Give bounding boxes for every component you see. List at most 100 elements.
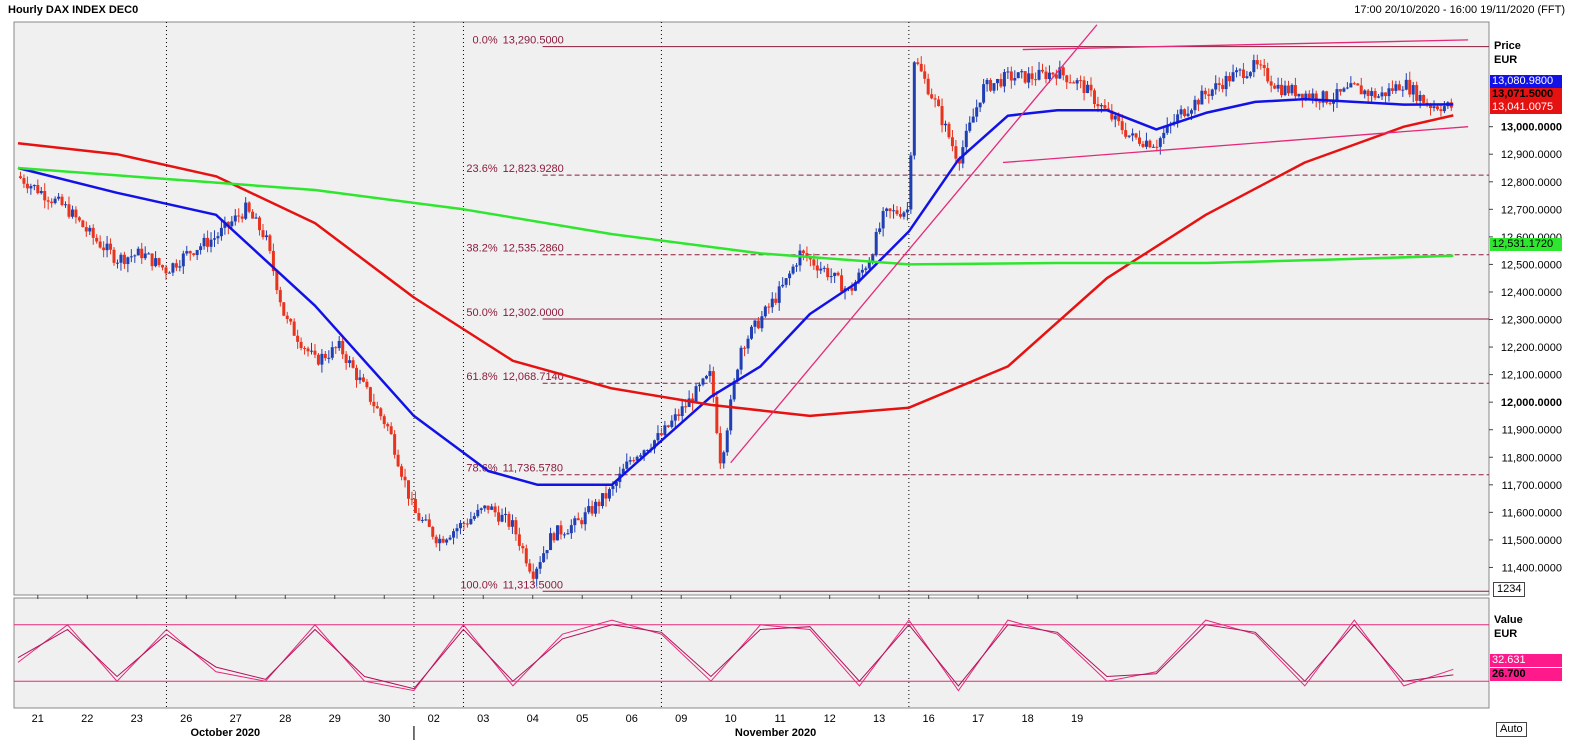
- candle-body: [105, 243, 109, 251]
- candle-body: [1345, 87, 1349, 89]
- fib-value-label: 12,068.7140: [503, 371, 564, 383]
- candle-body: [261, 230, 265, 238]
- candle-body: [1124, 130, 1128, 137]
- candle-body: [455, 528, 459, 532]
- candle-body: [219, 227, 223, 237]
- x-tick-label: 18: [1022, 713, 1034, 725]
- candle-body: [1377, 96, 1381, 98]
- candle-body: [1383, 92, 1387, 97]
- candle-body: [292, 321, 296, 336]
- candle-body: [1248, 72, 1252, 77]
- candle-body: [1387, 88, 1391, 97]
- candle-body: [1034, 79, 1038, 81]
- candle-body: [1363, 90, 1367, 95]
- candle-body: [216, 236, 220, 239]
- candle-body: [327, 357, 331, 359]
- candle-body: [407, 480, 411, 499]
- candle-body: [1110, 110, 1114, 120]
- candle-body: [989, 79, 993, 91]
- candle-body: [867, 262, 871, 269]
- candle-body: [767, 306, 771, 308]
- candle-body: [1332, 100, 1336, 104]
- candle-body: [181, 253, 185, 267]
- candle-body: [864, 268, 868, 270]
- candle-body: [1047, 72, 1051, 79]
- candle-body: [1224, 75, 1228, 90]
- candle-body: [1200, 90, 1204, 105]
- candle-body: [282, 302, 286, 316]
- candle-body: [1276, 84, 1280, 89]
- osc-d-line: [17, 624, 1454, 690]
- candle-body: [1394, 84, 1398, 91]
- candle-body: [535, 568, 539, 579]
- candle-body: [850, 287, 854, 291]
- candle-body: [323, 353, 327, 359]
- green-moving-average: [17, 166, 1454, 266]
- candle-body: [805, 253, 809, 258]
- candle-body: [611, 485, 615, 490]
- candle-body: [483, 505, 487, 509]
- candle-body: [1061, 67, 1065, 76]
- candle-body: [1141, 143, 1145, 147]
- candle-body: [642, 450, 646, 456]
- x-tick-label: 04: [527, 713, 539, 725]
- candle-body: [393, 434, 397, 455]
- candle-body: [763, 306, 767, 317]
- fib-pct-label: 61.8%: [466, 371, 497, 383]
- y-tick-label: 11,600.0000: [1502, 507, 1562, 519]
- candle-body: [70, 209, 74, 217]
- y-tick-label: 11,500.0000: [1502, 535, 1562, 547]
- candle-body: [1273, 85, 1277, 89]
- candle-body: [982, 84, 986, 103]
- candle-body: [202, 237, 206, 247]
- candle-body: [1148, 140, 1152, 148]
- candle-body: [268, 235, 272, 251]
- candle-body: [836, 272, 840, 276]
- candle-body: [258, 217, 262, 231]
- osc-d-value-tag: 26.700: [1490, 668, 1562, 681]
- candle-body: [1002, 72, 1006, 87]
- candle-body: [452, 531, 456, 538]
- x-tick-label: 09: [675, 713, 687, 725]
- candle-body: [895, 210, 899, 215]
- candle-body: [1082, 80, 1086, 94]
- candle-body: [829, 276, 833, 278]
- y-tick-label: 11,400.0000: [1502, 562, 1562, 574]
- candle-body: [822, 267, 826, 269]
- candle-body: [663, 425, 667, 436]
- x-tick-label: 03: [477, 713, 489, 725]
- candle-body: [77, 217, 81, 221]
- candle-body: [88, 227, 92, 232]
- x-tick-label: 22: [81, 713, 93, 725]
- candle-body: [299, 341, 303, 349]
- candle-body: [1113, 115, 1117, 120]
- candle-body: [1297, 93, 1301, 97]
- candle-body: [486, 505, 490, 510]
- candle-body: [493, 506, 497, 513]
- x-tick-label: 19: [1071, 713, 1083, 725]
- candle-body: [458, 522, 462, 529]
- candle-body: [795, 265, 799, 267]
- candle-body: [704, 375, 708, 379]
- candle-body: [1086, 84, 1090, 94]
- candle-body: [1411, 85, 1415, 95]
- candle-body: [639, 455, 643, 457]
- candle-body: [53, 198, 57, 204]
- candle-body: [192, 253, 196, 256]
- candle-body: [583, 512, 587, 525]
- candle-body: [410, 498, 414, 500]
- scale-box[interactable]: 1234: [1493, 582, 1526, 597]
- candle-body: [587, 506, 591, 513]
- candle-body: [559, 525, 563, 535]
- x-tick-label: 05: [576, 713, 588, 725]
- y-tick-label: 12,200.0000: [1501, 342, 1562, 354]
- candle-body: [1252, 60, 1256, 73]
- last-price-tag: 13,071.5000: [1490, 88, 1562, 101]
- candle-body: [403, 476, 407, 481]
- x-tick-label: 12: [824, 713, 836, 725]
- candle-body: [188, 251, 192, 254]
- y-tick-label: 12,400.0000: [1501, 287, 1562, 299]
- candle-body: [871, 255, 875, 263]
- auto-scale-button[interactable]: Auto: [1496, 722, 1527, 737]
